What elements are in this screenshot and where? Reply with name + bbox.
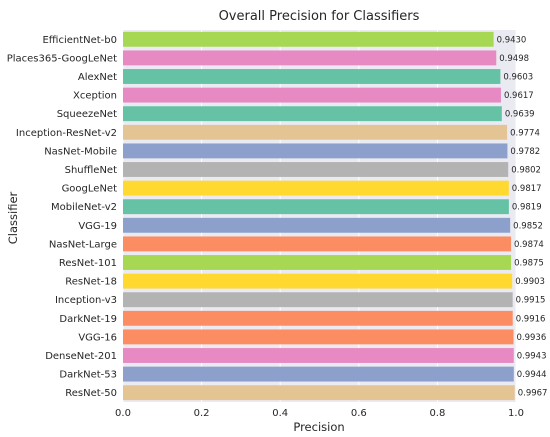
bar [123,273,513,289]
x-tick-label: 0.6 [351,408,367,419]
bar-value-label: 0.9903 [515,277,545,287]
bar-value-label: 0.9916 [516,314,546,324]
bar-value-label: 0.9967 [518,389,548,399]
x-axis-label: Precision [293,420,344,434]
bar [123,329,514,345]
y-tick-label: Places365-GoogLeNet [7,53,117,64]
plot-background [123,30,516,402]
bar [123,385,515,401]
y-tick-label: Inception-v3 [55,295,117,306]
y-tick-label: NasNet-Large [49,239,117,250]
bar [123,236,512,252]
bar-value-label: 0.9498 [499,54,529,64]
y-tick-label: Inception-ResNet-v2 [16,128,117,139]
y-tick-label: VGG-19 [78,221,117,232]
bar-value-label: 0.9874 [514,240,544,250]
bar-value-label: 0.9852 [513,221,543,231]
bar-value-label: 0.9430 [497,35,527,45]
bar [123,31,494,47]
y-tick-label: DenseNet-201 [45,351,117,362]
bar [123,143,508,159]
y-tick-labels: EfficientNet-b0 Places365-GoogLeNet AlexNe… [7,35,117,399]
bar-value-label: 0.9782 [510,147,540,157]
bar-value-label: 0.9617 [504,91,534,101]
bar-value-label: 0.9944 [517,370,547,380]
bar [123,366,514,382]
y-tick-label: NasNet-Mobile [44,146,117,157]
bar [123,69,501,84]
bar [123,180,509,196]
bar [123,106,502,122]
y-tick-label: DarkNet-19 [59,314,117,325]
y-tick-label: ShuffleNet [65,165,117,176]
bar-value-label: 0.9819 [512,203,542,213]
y-axis-label: Classifier [6,191,20,244]
bar [123,162,509,177]
y-tick-label: SqueezeNet [57,109,117,120]
y-tick-label: ResNet-18 [65,277,117,288]
x-tick-label: 0.4 [272,408,288,419]
y-tick-label: Xception [73,91,117,102]
bar-value-label: 0.9936 [516,333,546,343]
x-tick-label: 0.0 [115,408,131,419]
bar-value-label: 0.9603 [503,73,533,83]
y-tick-label: ResNet-50 [65,388,117,399]
bar [123,255,512,270]
y-tick-label: EfficientNet-b0 [42,35,117,46]
bar [123,124,508,140]
bar-value-label: 0.9774 [510,128,540,138]
bar-value-label: 0.9817 [512,184,542,194]
bar [123,310,513,326]
bar [123,217,511,233]
bars [123,31,515,401]
x-tick-label: 1.0 [508,408,524,419]
bar-value-label: 0.9875 [514,259,544,269]
bar [123,87,501,103]
y-tick-label: ResNet-101 [59,258,117,269]
x-tick-labels: 0.0 0.2 0.4 0.6 0.8 1.0 [115,408,524,419]
value-labels: 0.9430 0.9498 0.9603 0.9617 0.9639 0.9774 0.97… [497,35,548,398]
bar [123,50,497,66]
bar-value-label: 0.9639 [505,110,535,120]
bar [123,348,514,363]
bar [123,292,513,308]
y-tick-label: MobileNet-v2 [51,202,117,213]
bar-value-label: 0.9915 [516,296,546,306]
bar [123,199,509,215]
x-tick-label: 0.2 [194,408,210,419]
chart-title: Overall Precision for Classifiers [219,9,420,24]
x-tick-label: 0.8 [429,408,445,419]
y-tick-label: VGG-16 [78,332,117,343]
bar-value-label: 0.9943 [517,352,547,362]
y-tick-label: AlexNet [78,72,117,83]
bar-value-label: 0.9802 [511,166,541,176]
y-tick-label: GoogLeNet [62,184,118,195]
y-tick-label: DarkNet-53 [59,370,117,381]
